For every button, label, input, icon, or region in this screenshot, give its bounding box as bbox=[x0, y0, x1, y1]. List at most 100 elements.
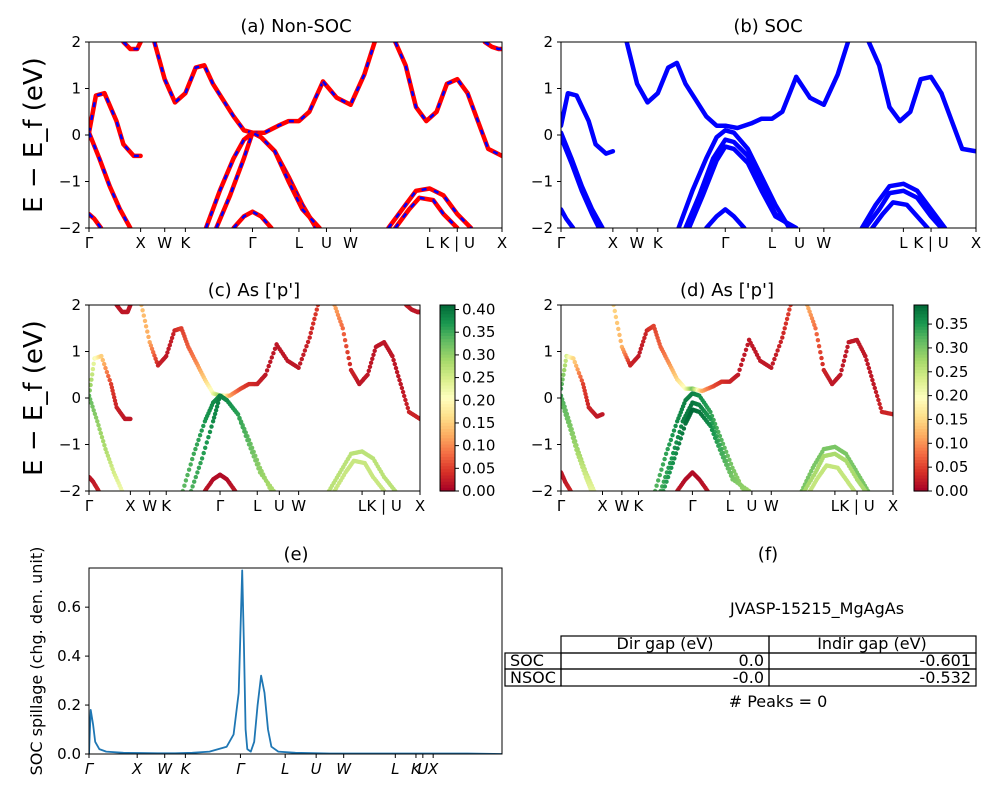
colorbar-segment bbox=[914, 466, 928, 470]
x-tick-label: L bbox=[726, 497, 735, 515]
band-point-3 bbox=[315, 305, 321, 308]
band-point-3 bbox=[308, 330, 313, 336]
band-point-8 bbox=[668, 437, 674, 443]
band-point-10 bbox=[664, 479, 669, 484]
colorbar-segment bbox=[914, 469, 928, 473]
band-point-0 bbox=[104, 369, 110, 375]
colorbar-segment bbox=[440, 407, 455, 411]
panel-f: (f) JVASP-15215_MgAgAs Dir gap (eV) Indi… bbox=[504, 544, 977, 711]
band-line-5 bbox=[939, 90, 976, 154]
band-point-10 bbox=[719, 451, 724, 456]
band-point-5 bbox=[878, 405, 883, 411]
x-tick-label: U bbox=[417, 760, 428, 778]
band-point-0 bbox=[89, 388, 92, 393]
band-point-7 bbox=[576, 454, 581, 460]
band-point-7 bbox=[581, 468, 586, 473]
band-point-10 bbox=[672, 456, 677, 461]
band-point-6 bbox=[103, 446, 108, 452]
colorbar-segment bbox=[440, 363, 455, 368]
band-point-8 bbox=[192, 479, 197, 484]
colorbar-tick-label: 0.15 bbox=[935, 410, 968, 428]
band-line-3 bbox=[320, 42, 377, 108]
band-point-0 bbox=[91, 361, 96, 366]
band-point-10 bbox=[669, 465, 674, 470]
colorbar-segment bbox=[914, 370, 928, 374]
band-point-5 bbox=[400, 389, 406, 395]
x-tick-label: Γ bbox=[721, 234, 730, 252]
band-point-7 bbox=[561, 398, 564, 403]
band-overlay-10 bbox=[232, 210, 273, 228]
colorbar-segment bbox=[440, 394, 455, 399]
colorbar-segment bbox=[440, 373, 455, 377]
band-point-0 bbox=[113, 401, 119, 407]
band-point-4 bbox=[807, 309, 812, 314]
band-point-4 bbox=[342, 338, 348, 343]
colorbar-segment bbox=[914, 394, 928, 399]
band-point-11 bbox=[568, 488, 573, 491]
band-line-6 bbox=[89, 130, 133, 228]
band-point-7 bbox=[185, 472, 190, 478]
band-point-1 bbox=[614, 320, 620, 326]
colorbar-segment bbox=[914, 413, 928, 418]
band-point-0 bbox=[562, 363, 568, 368]
band-point-7 bbox=[579, 461, 584, 466]
axes-frame bbox=[88, 567, 503, 755]
band-point-7 bbox=[196, 437, 201, 443]
colorbar-segment bbox=[914, 429, 928, 433]
band-point-6 bbox=[110, 466, 115, 472]
band-point-1 bbox=[643, 332, 648, 337]
band-point-3 bbox=[769, 365, 774, 370]
colorbar-segment bbox=[440, 475, 455, 480]
colorbar-tick-label: 0.10 bbox=[935, 434, 968, 452]
x-tick-label: L bbox=[831, 497, 840, 515]
band-point-3 bbox=[311, 321, 316, 326]
colorbar-segment bbox=[914, 314, 928, 318]
band-point-7 bbox=[562, 409, 567, 414]
band-line-4 bbox=[393, 42, 470, 124]
band-point-0 bbox=[107, 377, 112, 383]
colorbar-segment bbox=[914, 323, 928, 328]
colorbar-segment bbox=[440, 456, 455, 461]
band-point-0 bbox=[102, 361, 107, 367]
band-point-0 bbox=[580, 381, 586, 387]
band-point-8 bbox=[201, 450, 206, 456]
y-tick-label: 0.0 bbox=[57, 745, 81, 763]
band-point-0 bbox=[575, 367, 580, 372]
band-point-10 bbox=[711, 431, 716, 437]
panel-a-ylabel: E − E_f (eV) bbox=[19, 57, 49, 213]
band-point-4 bbox=[347, 361, 353, 367]
band-point-4 bbox=[818, 350, 823, 355]
band-point-6 bbox=[91, 408, 96, 413]
x-tick-label: K | U bbox=[440, 234, 475, 252]
band-point-0 bbox=[90, 366, 96, 372]
colorbar-segment bbox=[914, 351, 928, 356]
plot-data-layer bbox=[89, 305, 420, 491]
colorbar-segment bbox=[914, 354, 928, 359]
band-point-8 bbox=[256, 466, 261, 471]
x-tick-label: W bbox=[816, 234, 831, 252]
colorbar-segment bbox=[440, 332, 455, 337]
band-point-0 bbox=[561, 381, 564, 387]
band-point-6 bbox=[109, 463, 114, 468]
band-point-1 bbox=[142, 318, 148, 324]
band-point-0 bbox=[571, 356, 576, 361]
band-point-4 bbox=[813, 326, 818, 331]
band-point-3 bbox=[305, 339, 311, 345]
band-point-1 bbox=[169, 335, 175, 341]
band-point-10 bbox=[661, 488, 666, 491]
band-point-8 bbox=[242, 429, 247, 434]
y-tick-label: −2 bbox=[531, 482, 553, 500]
colorbar-tick-label: 0.20 bbox=[462, 391, 495, 409]
band-point-7 bbox=[580, 464, 585, 470]
band-overlay-3 bbox=[322, 42, 376, 107]
colorbar-segment bbox=[914, 311, 928, 315]
band-point-14 bbox=[417, 309, 420, 315]
band-point-8 bbox=[188, 488, 194, 491]
colorbar-segment bbox=[440, 487, 455, 492]
band-point-2 bbox=[268, 359, 273, 364]
band-point-0 bbox=[106, 373, 111, 379]
band-point-3 bbox=[786, 312, 791, 317]
colorbar-segment bbox=[440, 441, 455, 446]
band-point-4 bbox=[819, 355, 824, 361]
